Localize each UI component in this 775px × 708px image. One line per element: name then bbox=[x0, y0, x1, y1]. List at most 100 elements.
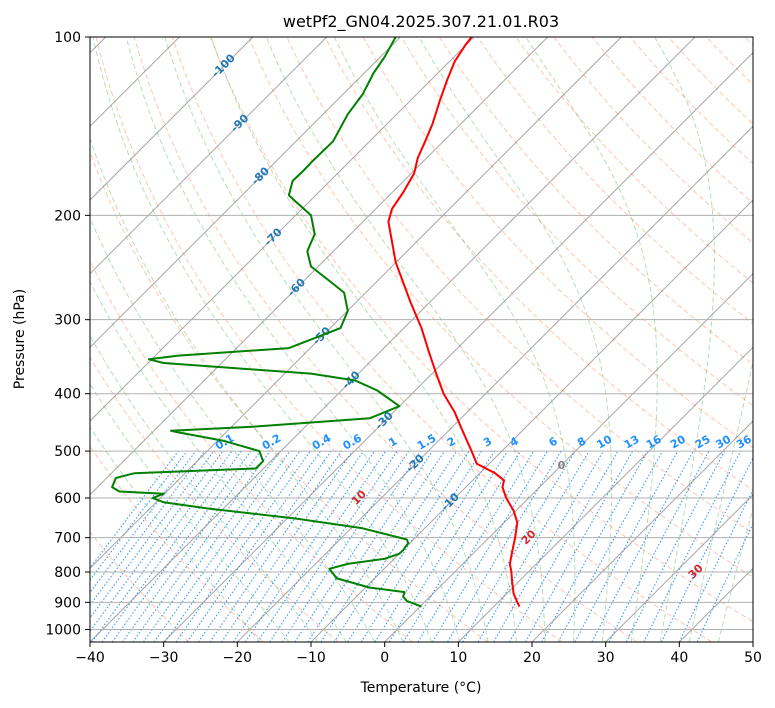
moist-adiabat-line bbox=[418, 37, 613, 642]
plot-frame bbox=[89, 36, 754, 643]
mixing-ratio-label: 2 bbox=[445, 435, 458, 450]
mixing-ratio-line bbox=[307, 450, 433, 642]
moist-adiabat-line bbox=[717, 507, 753, 642]
moist-adiabat-line bbox=[90, 280, 347, 642]
x-tick-label: 0 bbox=[380, 650, 389, 666]
mixing-ratio-label: 30 bbox=[713, 432, 733, 451]
isotherm-label: -80 bbox=[249, 164, 272, 187]
moist-adiabat-line bbox=[90, 216, 376, 642]
isotherm-line bbox=[90, 37, 401, 349]
moist-adiabat-line bbox=[90, 426, 261, 642]
y-axis: 100 200 300 400 500 600 700 800 900 1000 bbox=[45, 30, 90, 638]
isotherm-line bbox=[752, 641, 753, 642]
mixing-ratio-line bbox=[90, 450, 206, 607]
temperature-line bbox=[387, 37, 521, 608]
dry-adiabat-line bbox=[95, 37, 563, 642]
dry-adiabat-line bbox=[171, 37, 712, 642]
mixing-ratio-line bbox=[122, 450, 261, 642]
isopleth-labels: -100-90-80-70-60-50-40-30-20-100.1 0.2 0.4… bbox=[209, 51, 754, 581]
mixing-ratio-line bbox=[696, 522, 753, 642]
pressure-gridlines bbox=[90, 37, 753, 630]
dry-adiabat-line bbox=[90, 445, 264, 642]
mixing-ratio-line bbox=[493, 450, 604, 642]
dewpoint-line bbox=[111, 37, 422, 608]
mixing-ratio-line bbox=[90, 450, 215, 619]
y-axis-title: Pressure (hPa) bbox=[12, 289, 28, 389]
mixing-ratio-line bbox=[591, 450, 694, 642]
dry-adiabat-line bbox=[210, 37, 753, 623]
mixing-ratio-line bbox=[661, 456, 753, 642]
x-tick-label: −40 bbox=[75, 650, 105, 666]
extra-label: 0 bbox=[558, 459, 566, 472]
mixing-ratio-line bbox=[333, 450, 458, 642]
mixing-ratio-line bbox=[574, 450, 679, 642]
moist-adiabat-line bbox=[164, 37, 489, 642]
moist-adiabat-line bbox=[525, 37, 658, 642]
mixing-ratio-line bbox=[111, 450, 252, 642]
mixing-ratio-line bbox=[256, 450, 387, 642]
mixing-ratio-line bbox=[101, 450, 242, 642]
mixing-ratio-line bbox=[557, 450, 664, 642]
mixing-ratio-label: 25 bbox=[693, 433, 713, 452]
mixing-ratio-label: 1 bbox=[386, 435, 399, 450]
mixing-ratio-label: 10 bbox=[594, 432, 614, 451]
mixing-ratio-label: 36 bbox=[734, 432, 754, 451]
x-tick-label: 10 bbox=[449, 650, 467, 666]
mixing-ratio-label: 13 bbox=[622, 433, 642, 452]
mixing-ratio-line bbox=[643, 450, 742, 642]
mixing-ratio-line bbox=[281, 450, 410, 642]
isotherm-line bbox=[605, 493, 753, 642]
profile-lines bbox=[111, 37, 521, 608]
mixing-ratio-line bbox=[432, 450, 548, 642]
dry-adiabat-line bbox=[553, 37, 753, 244]
mixing-ratio-label: 1.5 bbox=[415, 432, 438, 453]
mixing-ratio-line bbox=[142, 450, 281, 642]
dry-adiabat-line bbox=[133, 37, 638, 642]
isotherm-line bbox=[90, 37, 328, 275]
mixing-ratio-line bbox=[347, 450, 470, 642]
isotherm-line bbox=[163, 51, 753, 642]
mixing-ratio-label: 20 bbox=[668, 432, 688, 451]
mixing-ratio-label: 4 bbox=[508, 434, 521, 449]
mixing-ratio-line bbox=[402, 450, 522, 642]
isotherm-line bbox=[457, 346, 753, 642]
mixing-ratio-line bbox=[164, 450, 301, 642]
mixing-ratio-line bbox=[294, 450, 421, 642]
moist-adiabat-line bbox=[125, 37, 461, 642]
moist-adiabat-line bbox=[90, 136, 404, 642]
mixing-ratio-line bbox=[417, 450, 535, 642]
moist-adiabat-line bbox=[333, 37, 576, 642]
mixing-ratio-line bbox=[541, 450, 648, 642]
y-tick-label: 500 bbox=[54, 444, 81, 460]
isotherm-line bbox=[90, 37, 622, 570]
mixing-ratio-line bbox=[269, 450, 398, 642]
x-tick-label: 30 bbox=[597, 650, 615, 666]
mixing-ratio-line bbox=[360, 450, 483, 642]
isotherm-line bbox=[90, 37, 254, 201]
mixing-ratio-line bbox=[221, 450, 353, 642]
moist-adiabat-line bbox=[92, 37, 432, 642]
mixing-ratio-line bbox=[525, 450, 634, 642]
mixing-ratio-line bbox=[374, 450, 495, 642]
dry-adiabat-line bbox=[706, 37, 753, 86]
dry-adiabat-line bbox=[438, 37, 753, 366]
x-axis-title: Temperature (°C) bbox=[360, 680, 482, 696]
dry-adiabat-line bbox=[400, 37, 753, 407]
isotherm-line bbox=[531, 420, 753, 642]
y-tick-label: 700 bbox=[54, 531, 81, 547]
mixing-ratio-line bbox=[388, 450, 508, 642]
x-tick-label: 50 bbox=[744, 650, 762, 666]
isotherm-line bbox=[90, 37, 549, 496]
x-tick-label: 20 bbox=[523, 650, 541, 666]
dry-adiabat-line bbox=[90, 150, 488, 642]
moist-adiabat-line bbox=[265, 37, 546, 642]
moist-adiabat-line bbox=[688, 358, 753, 642]
isotherm-line bbox=[236, 125, 753, 642]
dry-adiabats bbox=[90, 37, 753, 642]
mixing-ratio-line bbox=[197, 450, 332, 642]
isotherm-line bbox=[310, 199, 753, 642]
y-tick-label: 200 bbox=[54, 208, 81, 224]
dry-adiabat-line bbox=[477, 37, 753, 325]
y-tick-label: 900 bbox=[54, 595, 81, 611]
